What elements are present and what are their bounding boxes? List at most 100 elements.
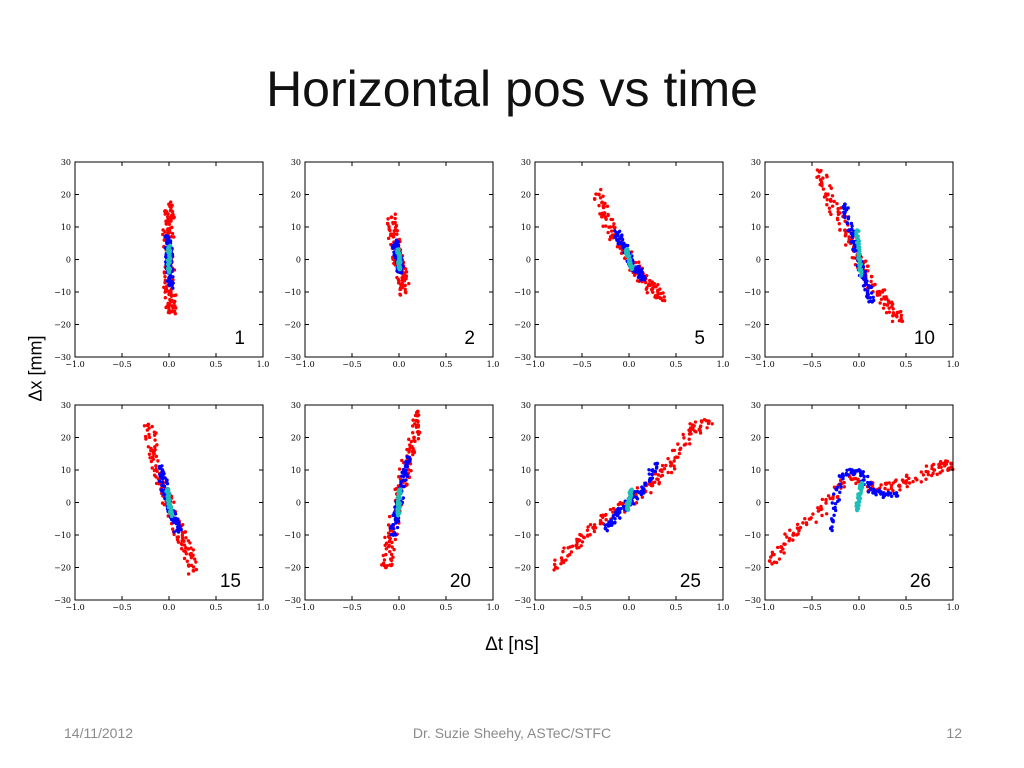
data-point-fill — [403, 267, 408, 271]
y-axis-label-wrap: Δx [mm] — [24, 330, 48, 410]
data-point-fill — [662, 466, 667, 471]
data-point-fill — [825, 198, 829, 202]
data-point-fill — [801, 521, 805, 525]
data-point-fill — [398, 487, 403, 492]
data-point-fill — [380, 563, 384, 567]
data-point-fill — [167, 281, 171, 285]
data-point-fill — [150, 424, 154, 429]
data-point-fill — [841, 474, 845, 478]
y-tick-label: −10 — [744, 531, 761, 540]
y-tick-label: −20 — [284, 564, 301, 573]
data-point-fill — [895, 315, 899, 319]
scatter-panel: 30 20 10 0 −10 −20 −30−1.0 −0.5 0.0 0.5 1.0 10 — [744, 158, 959, 369]
data-point-fill — [142, 424, 147, 428]
data-point-fill — [866, 484, 871, 488]
data-point-fill — [895, 310, 900, 315]
data-point-fill — [852, 249, 857, 253]
y-tick-label: 10 — [521, 466, 531, 475]
data-point-fill — [410, 449, 415, 454]
data-point-fill — [845, 221, 849, 225]
data-point-fill — [659, 474, 663, 478]
data-point-fill — [862, 283, 867, 288]
data-point-fill — [637, 260, 641, 264]
data-point-fill — [173, 312, 178, 316]
data-point-fill — [163, 296, 168, 300]
y-tick-label: 0 — [756, 499, 761, 508]
y-tick-label: −30 — [744, 353, 761, 362]
data-point-fill — [182, 556, 187, 561]
data-point-fill — [907, 481, 912, 485]
data-point-fill — [405, 473, 409, 477]
data-point-fill — [163, 230, 167, 234]
data-point-fill — [553, 558, 557, 562]
data-point-fill — [399, 480, 403, 484]
data-point-fill — [650, 476, 655, 480]
y-tick-label: 20 — [751, 434, 761, 443]
y-tick-label: −30 — [54, 596, 71, 605]
x-tick-label: 0.5 — [210, 603, 223, 612]
data-point-fill — [163, 496, 167, 501]
panel-label: 1 — [234, 328, 245, 349]
data-point-fill — [693, 429, 697, 433]
data-point-fill — [173, 512, 178, 516]
data-point-fill — [594, 192, 598, 196]
data-point-fill — [939, 465, 943, 469]
data-point-fill — [783, 532, 787, 536]
data-point-fill — [643, 276, 647, 280]
data-point-fill — [830, 204, 835, 208]
data-point-fill — [586, 525, 590, 529]
data-point-fill — [166, 304, 170, 309]
y-tick-label: 20 — [291, 191, 301, 200]
data-point-fill — [592, 529, 597, 534]
data-point-fill — [611, 506, 616, 511]
data-point-fill — [919, 470, 924, 474]
data-point-fill — [866, 296, 870, 300]
data-point-fill — [580, 540, 585, 544]
data-point-fill — [693, 420, 698, 424]
y-tick-label: −30 — [514, 596, 531, 605]
data-point-fill — [639, 275, 643, 279]
data-point-fill — [884, 310, 889, 315]
data-point-fill — [166, 228, 170, 232]
data-point-fill — [949, 465, 954, 469]
data-point-fill — [158, 472, 162, 477]
data-point-fill — [600, 215, 604, 219]
data-point-fill — [644, 482, 648, 486]
data-point-fill — [387, 225, 391, 229]
data-point-fill — [863, 288, 867, 292]
x-tick-label: −0.5 — [572, 360, 591, 369]
data-point-fill — [409, 468, 413, 473]
data-point-fill — [867, 286, 871, 290]
data-point-fill — [393, 518, 398, 523]
data-point-fill — [552, 562, 557, 567]
data-point-fill — [405, 482, 409, 487]
x-tick-label: 1.0 — [947, 603, 960, 612]
data-point-fill — [167, 311, 172, 315]
y-tick-label: 10 — [751, 223, 761, 232]
x-tick-label: −1.0 — [65, 360, 84, 369]
y-tick-label: −10 — [744, 288, 761, 297]
data-point-fill — [688, 426, 693, 430]
data-point-fill — [883, 486, 887, 491]
data-point-fill — [552, 568, 556, 572]
y-tick-label: 20 — [61, 434, 71, 443]
x-axis-label: Δt [ns] — [485, 634, 539, 655]
data-point-fill — [886, 300, 891, 304]
data-point-fill — [647, 472, 651, 476]
data-point-fill — [832, 492, 836, 496]
data-point-fill — [617, 510, 621, 514]
data-point-fill — [630, 265, 634, 270]
data-point-fill — [163, 275, 167, 279]
data-point-fill — [384, 541, 389, 545]
data-point-fill — [669, 464, 673, 468]
data-point-fill — [606, 230, 610, 235]
data-point-fill — [873, 491, 877, 495]
data-point-fill — [147, 432, 151, 437]
data-point-fill — [400, 458, 404, 463]
data-point-fill — [772, 552, 776, 557]
y-tick-label: 30 — [521, 158, 531, 167]
data-point-fill — [824, 498, 828, 503]
data-point-fill — [835, 485, 840, 490]
data-point-fill — [172, 235, 176, 239]
